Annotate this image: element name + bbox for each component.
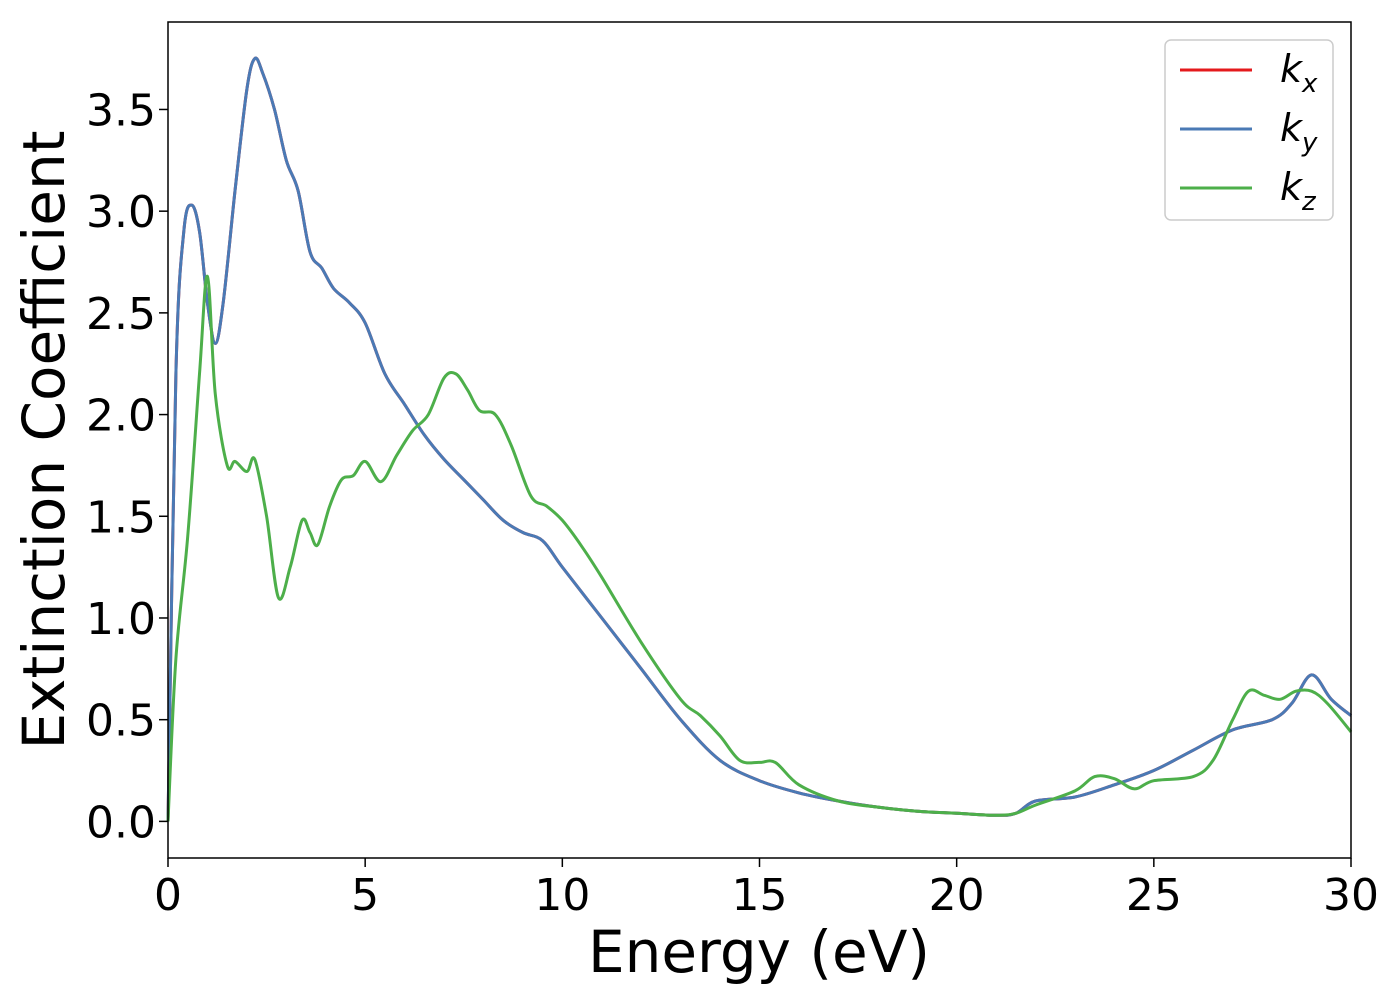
- y-tick-label: 3.5: [86, 85, 156, 136]
- y-tick-label: 1.5: [86, 492, 156, 543]
- x-axis-ticks: 0 5 10 15 20 25 30: [154, 858, 1379, 921]
- plot-area: [168, 22, 1351, 858]
- series-line-y: [166, 56, 1352, 822]
- x-tick-label: 20: [929, 870, 985, 921]
- legend-items: kx ky kz: [1180, 47, 1318, 217]
- y-tick-label: 0.5: [86, 696, 156, 747]
- legend-label-x: kx: [1280, 47, 1318, 99]
- x-tick-label: 25: [1126, 870, 1182, 921]
- x-tick-label: 0: [154, 870, 182, 921]
- legend: kx ky kz: [1164, 39, 1334, 221]
- legend-label-y: ky: [1280, 106, 1318, 158]
- x-axis-label: Energy (eV): [588, 918, 930, 986]
- y-tick-label: 3.0: [86, 187, 156, 238]
- legend-label-z: kz: [1280, 165, 1317, 217]
- series-layer: [166, 56, 1353, 822]
- x-tick-label: 15: [732, 870, 788, 921]
- y-axis-ticks: 0.0 0.5 1.0 1.5 2.0 2.5 3.0 3.5: [86, 85, 168, 848]
- y-tick-label: 0.0: [86, 797, 156, 848]
- y-tick-label: 2.5: [86, 289, 156, 340]
- y-axis-label: Extinction Coefficient: [10, 131, 78, 750]
- y-tick-label: 1.0: [86, 594, 156, 645]
- y-tick-label: 2.0: [86, 391, 156, 442]
- x-tick-label: 10: [534, 870, 590, 921]
- series-line-z: [166, 274, 1353, 822]
- x-tick-label: 5: [351, 870, 379, 921]
- x-tick-label: 30: [1323, 870, 1379, 921]
